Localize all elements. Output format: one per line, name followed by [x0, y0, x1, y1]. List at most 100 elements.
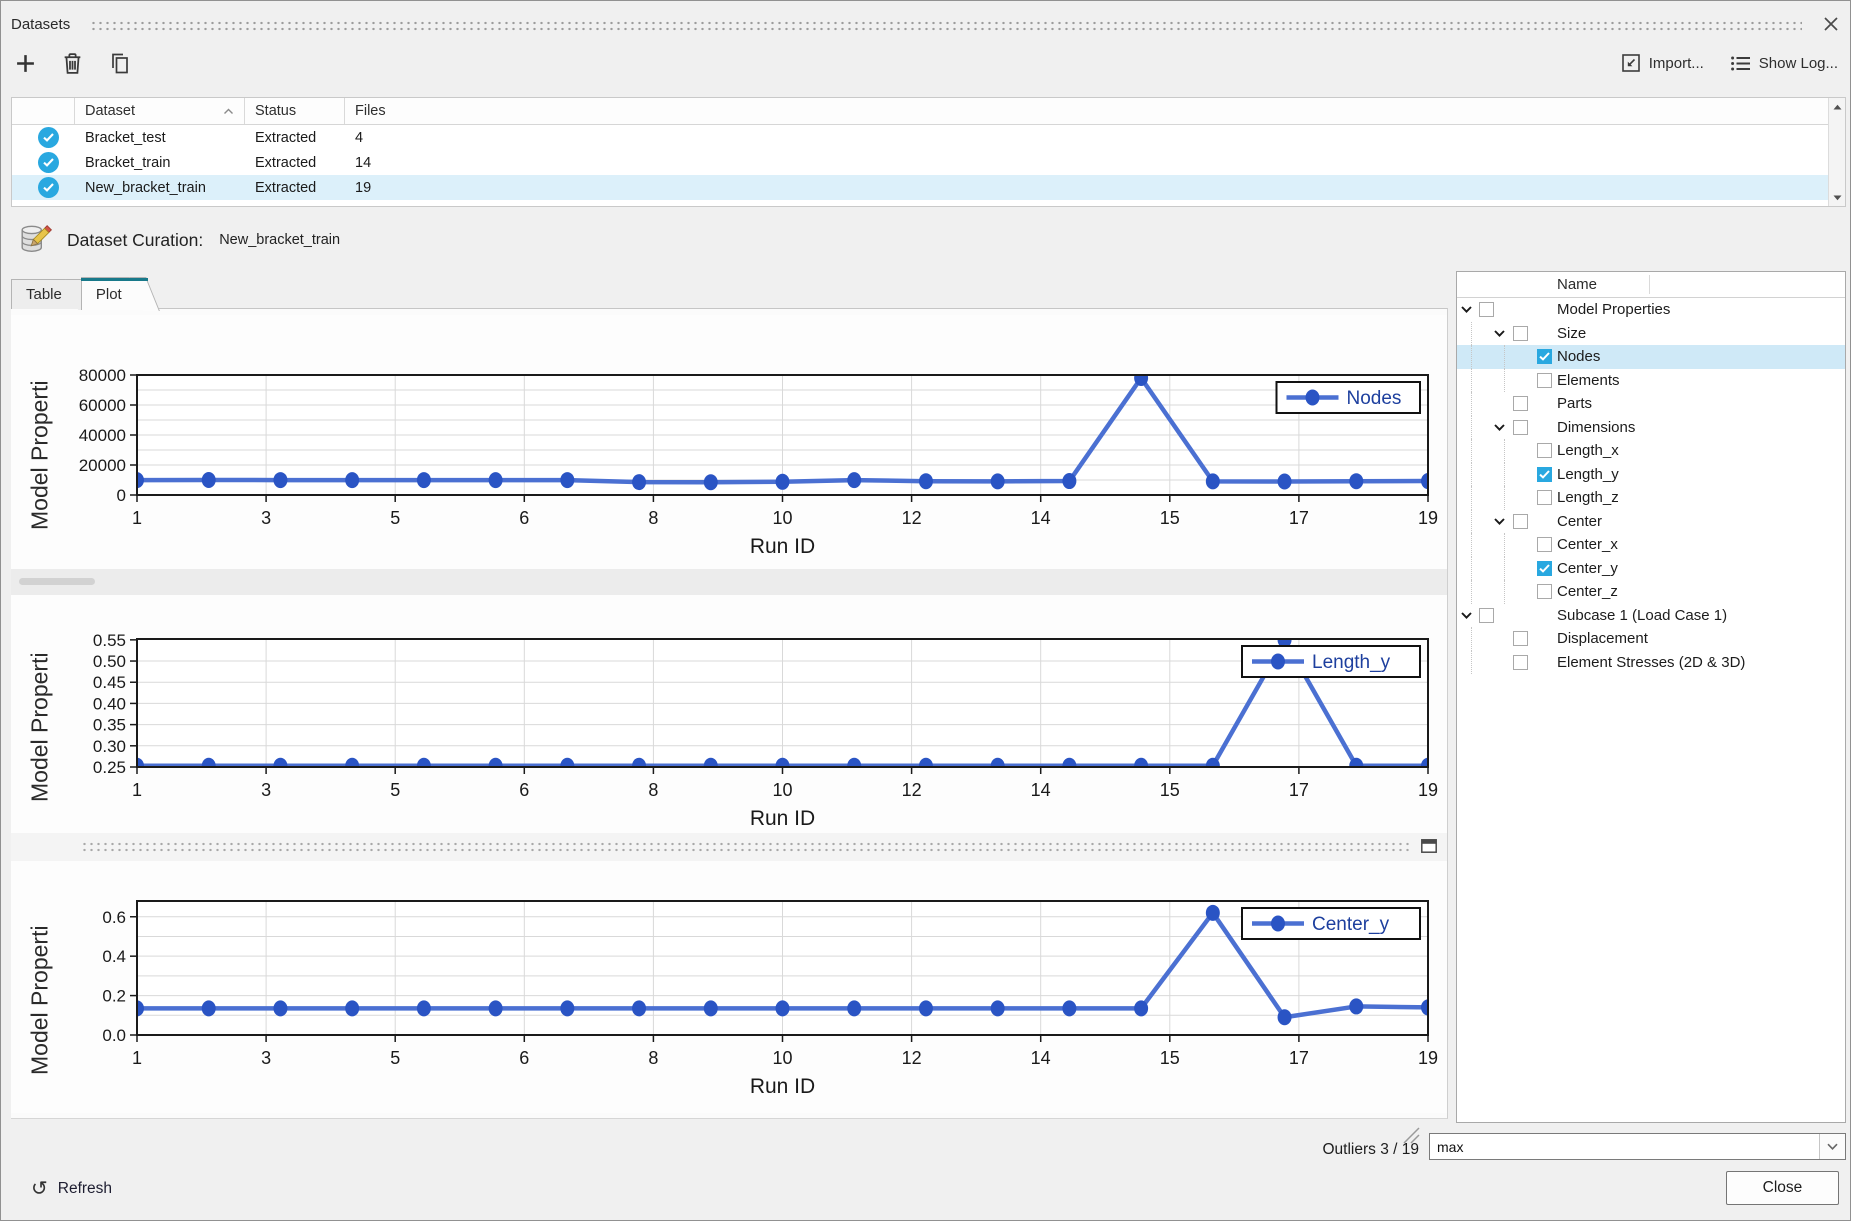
- tree-guide-line: [1504, 556, 1505, 580]
- tab-table[interactable]: Table: [11, 279, 81, 309]
- add-dataset-button[interactable]: [15, 53, 36, 74]
- checkbox-displacement[interactable]: [1513, 631, 1528, 646]
- checkbox-subcase-1-load-case-1[interactable]: [1479, 607, 1494, 623]
- tree-item-label: Center_y: [1557, 559, 1618, 577]
- header-files[interactable]: Files: [355, 103, 386, 119]
- sort-ascending-icon: [223, 108, 234, 115]
- checkbox-checked-length-y[interactable]: [1537, 466, 1552, 482]
- header-status[interactable]: Status: [245, 98, 345, 124]
- chevron-expanded-icon[interactable]: [1494, 423, 1505, 431]
- import-button[interactable]: Import...: [1621, 53, 1704, 73]
- aggregation-select[interactable]: max: [1429, 1133, 1846, 1160]
- svg-text:0.40: 0.40: [93, 694, 126, 713]
- checkbox-elements[interactable]: [1537, 372, 1552, 388]
- tree-item-length-x[interactable]: Length_x: [1457, 439, 1845, 463]
- tree-item-label: Dimensions: [1557, 418, 1636, 436]
- table-row[interactable]: New_bracket_train Extracted 19: [12, 175, 1845, 200]
- tree-item-center-z[interactable]: Center_z: [1457, 580, 1845, 604]
- copy-dataset-button[interactable]: [109, 52, 131, 75]
- splitter-handle[interactable]: [19, 578, 95, 585]
- tree-item-element-stresses-2d-3d[interactable]: Element Stresses (2D & 3D): [1457, 650, 1845, 674]
- y-axis-label: Model Properti: [26, 652, 53, 802]
- svg-text:5: 5: [390, 508, 400, 528]
- svg-text:0.35: 0.35: [93, 716, 126, 735]
- row-check-cell: [12, 152, 75, 173]
- dataset-curation-header: Dataset Curation: New_bracket_train: [19, 219, 340, 261]
- scroll-up-icon[interactable]: [1829, 98, 1845, 115]
- tree-item-elements[interactable]: Elements: [1457, 368, 1845, 392]
- checkbox-dimensions[interactable]: [1513, 419, 1528, 435]
- tree-item-label: Size: [1557, 324, 1587, 342]
- table-row[interactable]: Bracket_test Extracted 4: [12, 125, 1845, 150]
- chevron-expanded-icon[interactable]: [1494, 517, 1505, 525]
- close-button[interactable]: Close: [1726, 1171, 1839, 1205]
- tree-guide-line: [1471, 556, 1472, 580]
- svg-text:12: 12: [902, 508, 922, 528]
- checkbox-center[interactable]: [1513, 513, 1528, 529]
- dataset-edit-icon: [21, 225, 53, 252]
- tree-item-displacement[interactable]: Displacement: [1457, 627, 1845, 651]
- maximize-icon[interactable]: [1421, 839, 1437, 853]
- svg-text:14: 14: [1031, 508, 1051, 528]
- tree-item-center[interactable]: Center: [1457, 509, 1845, 533]
- checkbox-center-x[interactable]: [1537, 537, 1552, 552]
- svg-text:6: 6: [519, 508, 529, 528]
- drag-handle[interactable]: [90, 19, 1802, 31]
- dock-drag-handle[interactable]: [81, 841, 1409, 854]
- tree-item-label: Displacement: [1557, 630, 1648, 648]
- checkbox-model-properties[interactable]: [1479, 302, 1494, 317]
- chevron-expanded-icon[interactable]: [1494, 329, 1505, 337]
- datasets-toolbar: Import... Show Log...: [15, 45, 1838, 81]
- tree-item-model-properties[interactable]: Model Properties: [1457, 298, 1845, 322]
- tree-guide-line: [1471, 650, 1472, 674]
- tree-item-center-x[interactable]: Center_x: [1457, 533, 1845, 557]
- tree-item-length-y[interactable]: Length_y: [1457, 462, 1845, 486]
- refresh-button[interactable]: ↺ Refresh: [31, 1179, 112, 1199]
- tree-item-label: Length_y: [1557, 465, 1619, 483]
- table-row[interactable]: Bracket_train Extracted 14: [12, 150, 1845, 175]
- svg-text:17: 17: [1289, 780, 1309, 800]
- checkbox-length-z[interactable]: [1537, 490, 1552, 505]
- chart-splitter[interactable]: [11, 569, 1447, 595]
- table-scrollbar[interactable]: [1828, 98, 1845, 206]
- header-icon-column: [12, 98, 75, 124]
- dataset-check-icon: [38, 177, 59, 198]
- tree-item-size[interactable]: Size: [1457, 321, 1845, 345]
- chart-nodes: 0 20000 40000 60000 80000 1 3 5 6 8 10 12 14 15 17 19 Ru…: [79, 366, 1438, 558]
- refresh-icon: ↺: [31, 1178, 48, 1200]
- tab-plot[interactable]: Plot: [80, 277, 148, 310]
- checkbox-parts[interactable]: [1513, 396, 1528, 411]
- tree-item-center-y[interactable]: Center_y: [1457, 556, 1845, 580]
- tree-item-length-z[interactable]: Length_z: [1457, 486, 1845, 510]
- resize-grip[interactable]: [1399, 1123, 1421, 1145]
- svg-text:0.2: 0.2: [102, 987, 126, 1006]
- delete-dataset-button[interactable]: [62, 52, 83, 75]
- checkbox-length-x[interactable]: [1537, 443, 1552, 458]
- checkbox-checked-center-y[interactable]: [1537, 560, 1552, 576]
- header-dataset[interactable]: Dataset: [75, 98, 245, 124]
- svg-text:Run ID: Run ID: [750, 535, 815, 558]
- tree-guide-line: [1471, 486, 1472, 510]
- checkbox-checked-nodes[interactable]: [1537, 349, 1552, 364]
- svg-text:Run ID: Run ID: [750, 807, 815, 830]
- tree-item-nodes[interactable]: Nodes: [1457, 345, 1845, 369]
- chevron-expanded-icon[interactable]: [1461, 306, 1472, 313]
- chevron-expanded-icon[interactable]: [1461, 611, 1472, 619]
- table-body: Bracket_test Extracted 4 Bracket_train Extra…: [12, 125, 1845, 200]
- tree-item-subcase-1-load-case-1[interactable]: Subcase 1 (Load Case 1): [1457, 603, 1845, 627]
- close-icon[interactable]: [1820, 13, 1842, 35]
- chevron-down-icon[interactable]: [1819, 1134, 1845, 1159]
- scroll-down-icon[interactable]: [1829, 189, 1845, 206]
- tree-item-label: Model Properties: [1557, 301, 1671, 319]
- checkbox-size[interactable]: [1513, 325, 1528, 341]
- dock-title-bar[interactable]: [11, 833, 1447, 861]
- checkbox-center-z[interactable]: [1537, 584, 1552, 599]
- tree-guide-line: [1504, 439, 1505, 463]
- tree-item-parts[interactable]: Parts: [1457, 392, 1845, 416]
- svg-text:40000: 40000: [79, 426, 126, 445]
- checkbox-element-stresses-2d-3d[interactable]: [1513, 654, 1528, 670]
- show-log-button[interactable]: Show Log...: [1730, 55, 1838, 72]
- chart-center_y: 0.0 0.2 0.4 0.6 1 3 5 6 8 10 12 14 15 17 19 Run ID Cente…: [102, 900, 1438, 1098]
- svg-text:0.6: 0.6: [102, 908, 126, 927]
- tree-item-dimensions[interactable]: Dimensions: [1457, 415, 1845, 439]
